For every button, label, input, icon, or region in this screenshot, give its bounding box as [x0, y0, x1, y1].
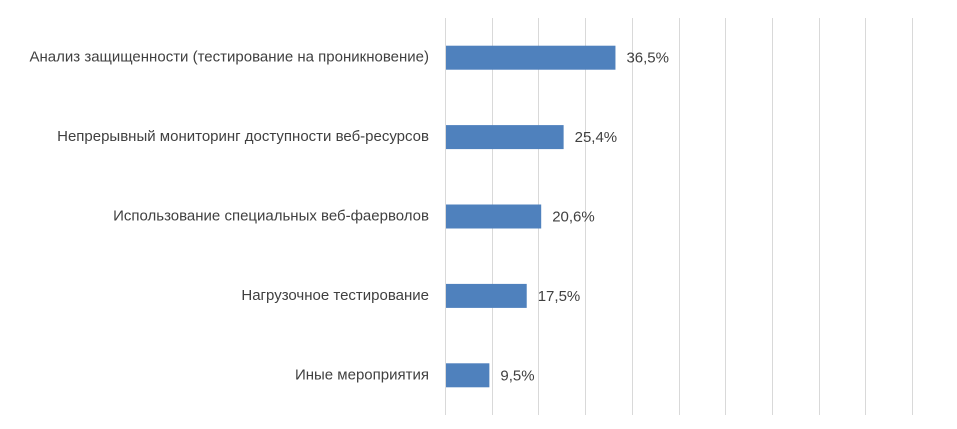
- bar: [446, 125, 564, 150]
- data-label: 20,6%: [552, 208, 595, 225]
- category-label: Иные мероприятия: [295, 366, 429, 383]
- data-labels: 36,5% 25,4% 20,6% 17,5% 9,5%: [500, 50, 669, 385]
- gridlines: [445, 18, 913, 415]
- data-label: 9,5%: [500, 367, 534, 384]
- category-label: Анализ защищенности (тестирование на про…: [30, 49, 429, 66]
- data-label: 17,5%: [538, 288, 581, 305]
- category-label: Использование специальных веб-фаерволов: [113, 207, 429, 224]
- bar: [446, 45, 616, 70]
- category-label: Непрерывный мониторинг доступности веб-р…: [57, 128, 429, 145]
- bar: [446, 204, 542, 229]
- data-label: 25,4%: [575, 129, 618, 146]
- bar: [446, 363, 490, 388]
- category-labels: Анализ защищенности (тестирование на про…: [30, 49, 430, 384]
- bar: [446, 283, 527, 308]
- data-label: 36,5%: [626, 50, 669, 67]
- category-label: Нагрузочное тестирование: [241, 287, 429, 304]
- bars: [446, 45, 616, 388]
